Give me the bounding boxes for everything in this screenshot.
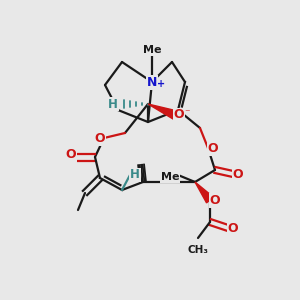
Text: H: H: [108, 98, 118, 110]
Text: O: O: [174, 109, 184, 122]
Text: H: H: [130, 169, 140, 182]
Text: O: O: [208, 142, 218, 154]
Text: ⁻: ⁻: [184, 108, 190, 118]
Text: N: N: [147, 76, 157, 88]
Polygon shape: [148, 104, 177, 119]
Text: O: O: [210, 194, 220, 206]
Text: Me: Me: [143, 45, 161, 55]
Text: O: O: [0, 299, 1, 300]
Text: O: O: [66, 148, 76, 161]
Text: O: O: [95, 131, 105, 145]
Text: O: O: [233, 167, 243, 181]
Text: +: +: [157, 79, 165, 89]
Polygon shape: [195, 182, 214, 203]
Text: O: O: [228, 221, 238, 235]
Text: Me: Me: [161, 172, 179, 182]
Text: CH₃: CH₃: [188, 245, 208, 255]
